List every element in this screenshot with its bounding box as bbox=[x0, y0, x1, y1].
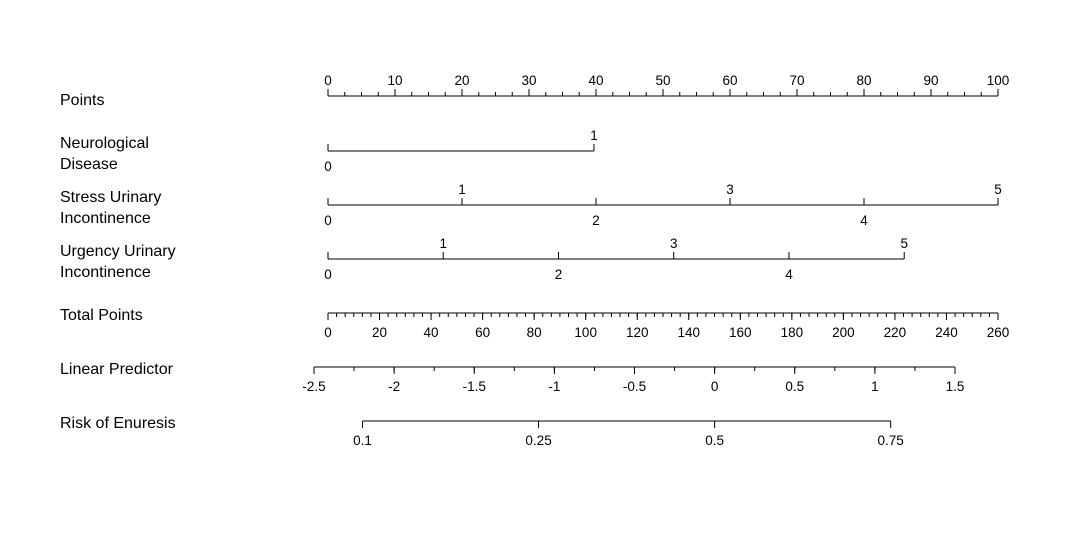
total-points-tick-label: 80 bbox=[527, 325, 542, 340]
stress-urinary-incontinence-tick-label: 2 bbox=[592, 213, 600, 228]
total-points-tick-label: 240 bbox=[935, 325, 958, 340]
risk-tick-label: 0.25 bbox=[525, 433, 551, 448]
row-label: Linear Predictor bbox=[60, 361, 174, 378]
row-label: Points bbox=[60, 92, 104, 109]
total-points-tick-label: 60 bbox=[475, 325, 490, 340]
stress-urinary-incontinence-tick-label: 3 bbox=[726, 182, 734, 197]
row-label: Disease bbox=[60, 156, 118, 173]
stress-urinary-incontinence-tick-label: 0 bbox=[324, 213, 332, 228]
total-points-tick-label: 260 bbox=[987, 325, 1010, 340]
points-tick-label: 30 bbox=[521, 73, 536, 88]
total-points-tick-label: 100 bbox=[574, 325, 597, 340]
urgency-urinary-incontinence-tick-label: 5 bbox=[900, 236, 908, 251]
total-points-tick-label: 120 bbox=[626, 325, 649, 340]
points-tick-label: 60 bbox=[722, 73, 737, 88]
points-tick-label: 90 bbox=[923, 73, 938, 88]
points-tick-label: 70 bbox=[789, 73, 804, 88]
stress-urinary-incontinence-tick-label: 1 bbox=[458, 182, 466, 197]
row-label: Incontinence bbox=[60, 264, 151, 281]
linear-predictor-tick-label: 1 bbox=[871, 379, 879, 394]
linear-predictor-tick-label: -1.5 bbox=[463, 379, 486, 394]
stress-urinary-incontinence-tick-label: 5 bbox=[994, 182, 1002, 197]
total-points-tick-label: 0 bbox=[324, 325, 332, 340]
urgency-urinary-incontinence-tick-label: 2 bbox=[555, 267, 563, 282]
total-points-tick-label: 20 bbox=[372, 325, 387, 340]
linear-predictor-tick-label: 0 bbox=[711, 379, 719, 394]
linear-predictor-tick-label: -1 bbox=[548, 379, 560, 394]
neurological-disease-tick-label: 1 bbox=[590, 128, 598, 143]
points-tick-label: 80 bbox=[856, 73, 871, 88]
points-tick-label: 50 bbox=[655, 73, 670, 88]
urgency-urinary-incontinence-tick-label: 0 bbox=[324, 267, 332, 282]
stress-urinary-incontinence-tick-label: 4 bbox=[860, 213, 868, 228]
linear-predictor-tick-label: -0.5 bbox=[623, 379, 646, 394]
row-label: Risk of Enuresis bbox=[60, 415, 176, 432]
total-points-tick-label: 180 bbox=[781, 325, 804, 340]
linear-predictor-tick-label: 0.5 bbox=[785, 379, 804, 394]
total-points-tick-label: 220 bbox=[884, 325, 907, 340]
risk-tick-label: 0.5 bbox=[705, 433, 724, 448]
linear-predictor-tick-label: -2.5 bbox=[302, 379, 325, 394]
points-tick-label: 40 bbox=[588, 73, 603, 88]
total-points-tick-label: 160 bbox=[729, 325, 752, 340]
total-points-tick-label: 200 bbox=[832, 325, 855, 340]
row-label: Total Points bbox=[60, 307, 143, 324]
total-points-tick-label: 140 bbox=[678, 325, 701, 340]
row-label: Urgency Urinary bbox=[60, 243, 176, 260]
linear-predictor-tick-label: 1.5 bbox=[946, 379, 965, 394]
total-points-tick-label: 40 bbox=[424, 325, 439, 340]
urgency-urinary-incontinence-tick-label: 4 bbox=[785, 267, 793, 282]
points-tick-label: 20 bbox=[454, 73, 469, 88]
risk-tick-label: 0.1 bbox=[353, 433, 372, 448]
urgency-urinary-incontinence-tick-label: 1 bbox=[439, 236, 447, 251]
points-tick-label: 10 bbox=[387, 73, 402, 88]
row-label: Stress Urinary bbox=[60, 189, 161, 206]
neurological-disease-tick-label: 0 bbox=[324, 159, 332, 174]
points-tick-label: 100 bbox=[987, 73, 1010, 88]
points-tick-label: 0 bbox=[324, 73, 332, 88]
risk-tick-label: 0.75 bbox=[878, 433, 904, 448]
row-label: Incontinence bbox=[60, 210, 151, 227]
urgency-urinary-incontinence-tick-label: 3 bbox=[670, 236, 678, 251]
row-label: Neurological bbox=[60, 135, 149, 152]
linear-predictor-tick-label: -2 bbox=[388, 379, 400, 394]
